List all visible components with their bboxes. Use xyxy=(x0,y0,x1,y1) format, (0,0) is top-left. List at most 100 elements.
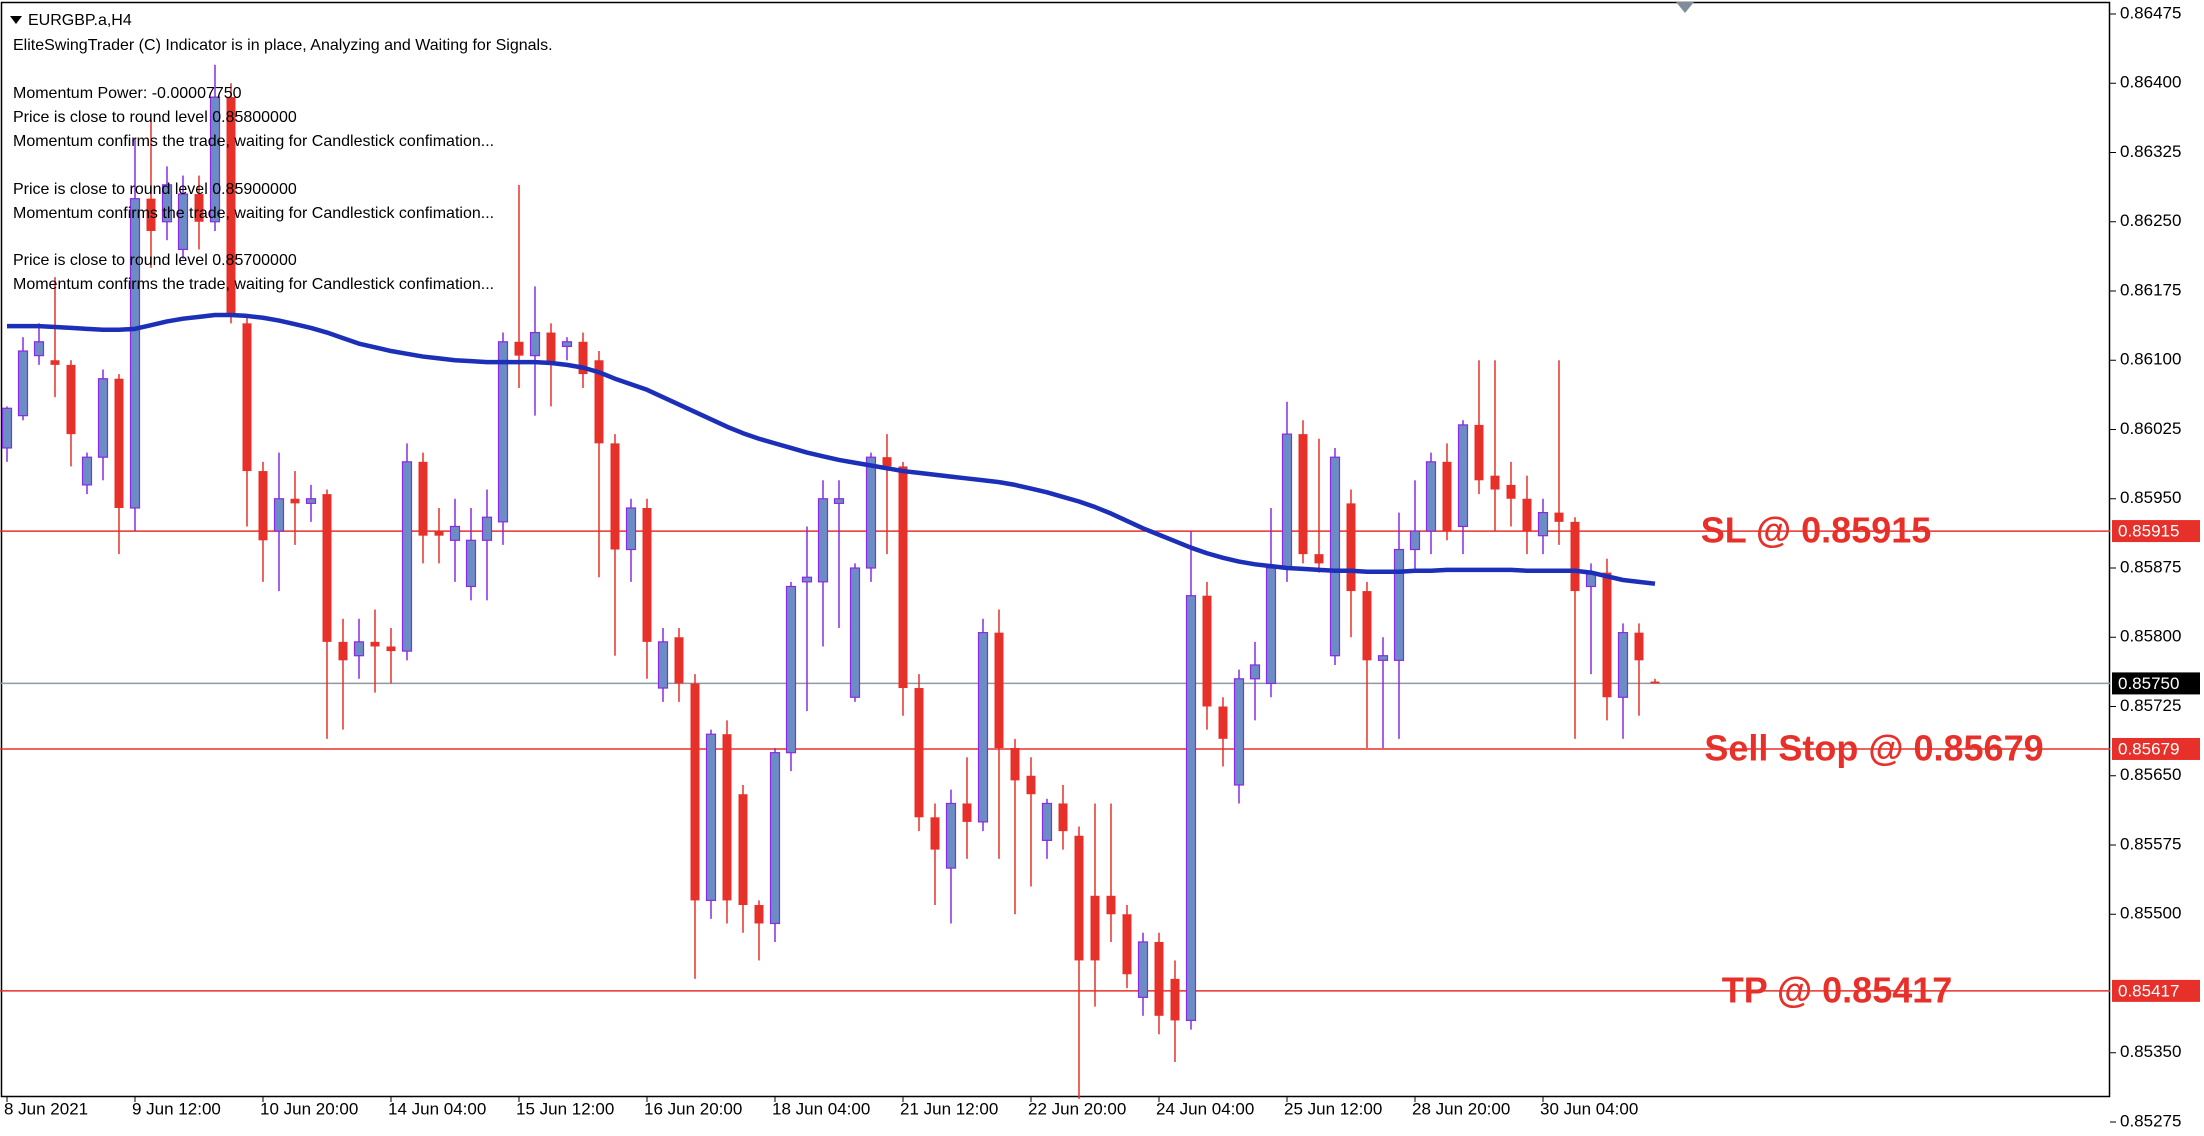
price-tag-label: 0.85417 xyxy=(2118,981,2179,1000)
y-tick-label: 0.86400 xyxy=(2120,73,2181,92)
candle-body xyxy=(1537,511,1549,537)
y-tick-label: 0.86250 xyxy=(2120,211,2181,230)
price-tag xyxy=(2112,979,2200,1002)
candle-body xyxy=(449,525,461,541)
candle-body xyxy=(1137,941,1149,998)
candle-body xyxy=(1522,498,1532,532)
candle-body xyxy=(401,461,413,652)
candle-body xyxy=(1554,512,1564,522)
candle-body xyxy=(561,341,573,347)
candle-body xyxy=(1617,632,1629,698)
candle-body xyxy=(1425,461,1437,532)
candle-body xyxy=(290,498,300,504)
candle-body xyxy=(1409,530,1421,551)
candle-body xyxy=(690,683,700,901)
candle-body xyxy=(1202,595,1212,707)
info-line: Price is close to round level 0.85700000 xyxy=(13,252,297,269)
y-tick-label: 0.86475 xyxy=(2120,3,2181,22)
candle-body xyxy=(610,443,620,550)
candle-body xyxy=(258,471,268,541)
candle-body xyxy=(129,198,141,509)
candle-body xyxy=(817,498,829,583)
x-tick-label: 18 Jun 04:00 xyxy=(772,1099,870,1118)
candle-body xyxy=(353,641,365,657)
candle-body xyxy=(322,494,332,642)
x-tick-label: 16 Jun 20:00 xyxy=(644,1099,742,1118)
candle-body xyxy=(1393,548,1405,661)
candle-body xyxy=(1170,978,1180,1021)
candle-body xyxy=(514,341,524,356)
candle-body xyxy=(898,466,908,689)
candle-body xyxy=(481,516,493,541)
candle-body xyxy=(1122,914,1132,975)
x-tick-label: 10 Jun 20:00 xyxy=(260,1099,358,1118)
candle-body xyxy=(338,641,348,661)
candle-body xyxy=(962,803,972,822)
candle-body xyxy=(1185,595,1197,1022)
y-tick-label: 0.85350 xyxy=(2120,1042,2181,1061)
candle-body xyxy=(1249,664,1261,680)
candle-body xyxy=(1346,503,1356,592)
x-tick-label: 9 Jun 12:00 xyxy=(132,1099,221,1118)
y-tick-label: 0.85275 xyxy=(2120,1111,2181,1130)
plot-frame xyxy=(0,1,2111,1098)
candle-body xyxy=(754,905,764,924)
candle-body xyxy=(242,323,252,472)
x-tick-label: 14 Jun 04:00 xyxy=(388,1099,486,1118)
candle-body xyxy=(1490,475,1500,490)
candle-body xyxy=(209,96,221,223)
y-tick-label: 0.85950 xyxy=(2120,488,2181,507)
candle-body xyxy=(849,567,861,698)
symbol-title: EURGBP.a,H4 xyxy=(28,12,132,29)
level-label: TP @ 0.85417 xyxy=(1722,969,1953,1010)
candle-body xyxy=(50,360,60,365)
candle-body xyxy=(273,498,285,532)
candle-body xyxy=(81,456,93,486)
candle-body xyxy=(1233,678,1245,786)
candle-body xyxy=(738,794,748,906)
y-tick-label: 0.86100 xyxy=(2120,350,2181,369)
candle-body xyxy=(1058,803,1068,832)
candle-body xyxy=(1026,775,1036,795)
candle-body xyxy=(674,637,684,684)
y-tick-label: 0.85800 xyxy=(2120,627,2181,646)
candle-body xyxy=(1362,591,1372,661)
price-tag-label: 0.85679 xyxy=(2118,739,2179,758)
candle-body xyxy=(722,734,732,901)
candle-body xyxy=(66,364,76,435)
y-tick-label: 0.85500 xyxy=(2120,904,2181,923)
x-tick-label: 8 Jun 2021 xyxy=(4,1099,88,1118)
y-tick-label: 0.86175 xyxy=(2120,280,2181,299)
candle-body xyxy=(769,752,781,925)
candle-body xyxy=(370,641,380,647)
candle-body xyxy=(1377,655,1389,661)
candle-body xyxy=(1570,521,1580,592)
candle-body xyxy=(194,194,204,222)
candle-body xyxy=(578,341,588,375)
shift-marker xyxy=(1676,2,1694,13)
x-tick-label: 25 Jun 12:00 xyxy=(1284,1099,1382,1118)
info-line: Momentum confirms the trade, waiting for… xyxy=(13,205,494,222)
candle-body xyxy=(1010,748,1020,781)
current-price-tag xyxy=(2112,672,2200,695)
y-tick-label: 0.85875 xyxy=(2120,557,2181,576)
candle-body xyxy=(945,802,957,869)
x-tick-label: 15 Jun 12:00 xyxy=(516,1099,614,1118)
x-tick-label: 30 Jun 04:00 xyxy=(1540,1099,1638,1118)
info-line: Price is close to round level 0.85800000 xyxy=(13,109,297,126)
candle-body xyxy=(833,498,845,504)
candle-body xyxy=(1106,895,1116,915)
candle-body xyxy=(801,576,813,583)
current-price-label: 0.85750 xyxy=(2118,674,2179,693)
candle-body xyxy=(865,456,877,569)
candle-body xyxy=(625,507,637,551)
candle-body xyxy=(1314,554,1324,564)
candle-body xyxy=(114,378,124,508)
candle-body xyxy=(1265,567,1277,685)
candle-body xyxy=(1650,681,1660,684)
candle-body xyxy=(1218,706,1228,739)
info-line: Momentum confirms the trade, waiting for… xyxy=(13,276,494,293)
info-line: Momentum Power: -0.00007750 xyxy=(13,85,242,102)
